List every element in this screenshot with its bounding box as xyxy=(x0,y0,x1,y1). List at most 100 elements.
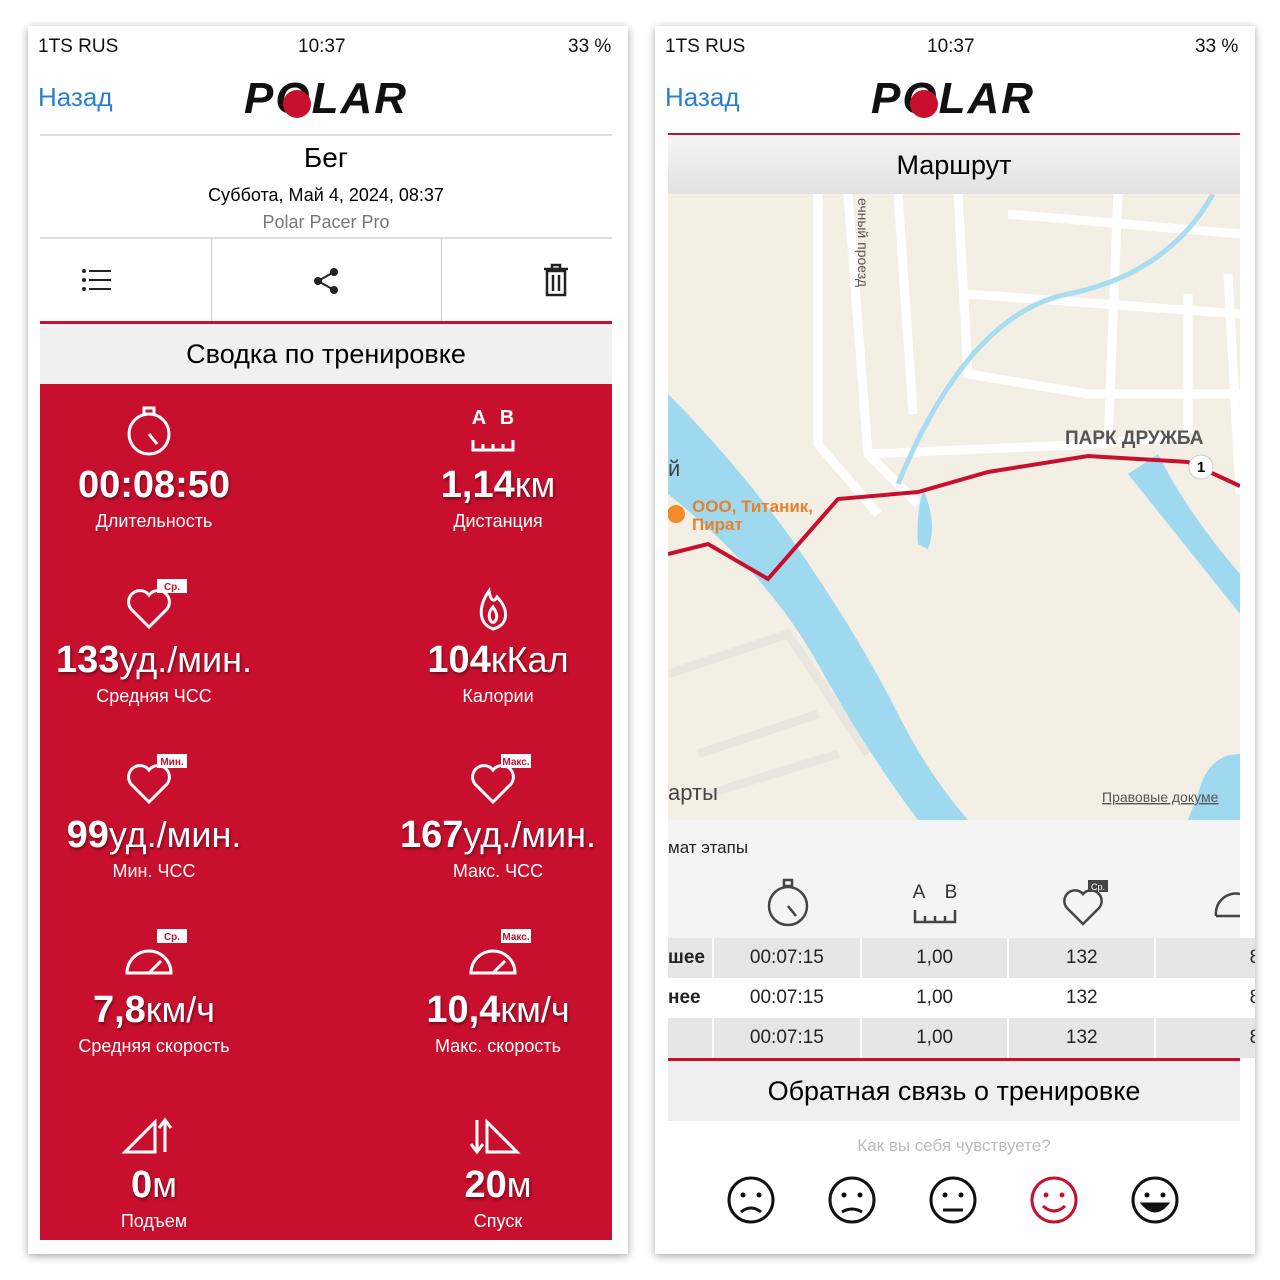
icon-part xyxy=(147,959,163,975)
face-part xyxy=(1144,1192,1150,1198)
back-button[interactable]: Назад xyxy=(665,82,740,112)
lap-cell: нее xyxy=(668,978,714,1018)
logo-dot xyxy=(910,90,938,118)
feedback-faces xyxy=(727,1176,1179,1224)
icon-part xyxy=(127,764,171,805)
stat-icon xyxy=(121,1117,173,1154)
icon-part xyxy=(469,949,517,975)
map: 1 ечный проезд ПАРК ДРУЖБА ООО, Титаник,… xyxy=(668,194,1240,820)
divider xyxy=(211,239,212,321)
face-part xyxy=(1030,1176,1078,1224)
stat-label: Калории xyxy=(462,686,534,706)
icon-part xyxy=(127,589,171,630)
stat-label: Макс. ЧСС xyxy=(452,861,544,881)
stats-panel: 00:08:50 Длительность A B 1,14км Дистанция Ср.… xyxy=(40,384,612,1240)
badge: A xyxy=(913,882,926,903)
feedback-title: Обратная связь о тренировке xyxy=(668,1061,1240,1121)
logo: POLAR xyxy=(871,74,1035,123)
stat-number: 133 xyxy=(56,639,120,681)
divider xyxy=(40,134,612,136)
stat-unit: км xyxy=(514,464,556,505)
stat: Ср. 7,8км/ч Средняя скорость xyxy=(40,927,299,1057)
list-button[interactable] xyxy=(80,266,114,296)
stat-value: 0м xyxy=(40,1164,299,1207)
section-title: Маршрут xyxy=(668,136,1240,194)
stat-unit: уд./мин. xyxy=(463,814,596,855)
logo-dot xyxy=(283,90,311,118)
stat-number: 10,4 xyxy=(426,989,501,1031)
delete-button[interactable] xyxy=(542,263,570,297)
stat-unit: кКал xyxy=(490,639,569,680)
feedback-face[interactable] xyxy=(1030,1176,1078,1224)
stat-label: Средняя ЧСС xyxy=(96,686,212,706)
stat: 0м Подъем xyxy=(40,1102,299,1232)
map-label: й xyxy=(668,456,680,481)
stat-unit: уд./мин. xyxy=(119,639,252,680)
time: 10:37 xyxy=(298,36,346,57)
stat-number: 00:08:50 xyxy=(77,464,231,506)
stat-value: 167уд./мин. xyxy=(353,814,612,857)
stat-icon: Макс. xyxy=(469,929,531,975)
stat-number: 20 xyxy=(464,1164,507,1206)
battery: 33 % xyxy=(1195,36,1239,57)
stat: 104кКал Калории xyxy=(353,577,612,707)
stat-value: 1,14км xyxy=(353,464,612,507)
stat-unit: км/ч xyxy=(500,989,570,1030)
badge-bg xyxy=(157,754,187,768)
stat-label: Дистанция xyxy=(453,511,543,531)
badge-bg xyxy=(157,579,187,593)
stat-label: Длительность xyxy=(95,511,213,531)
stat-label: Макс. скорость xyxy=(434,1036,562,1056)
stat-value: 00:08:50 xyxy=(40,464,299,507)
icon-part xyxy=(471,440,515,452)
map-legal[interactable]: Правовые докуме xyxy=(1102,789,1219,805)
lap-cell: 8,2 xyxy=(1155,1018,1255,1058)
feedback-face[interactable] xyxy=(828,1176,876,1224)
face-part xyxy=(942,1192,948,1198)
back-button[interactable]: Назад xyxy=(38,82,113,112)
laps-table: шее00:07:151,001328,2нее00:07:151,001328… xyxy=(668,938,1255,1058)
badge: A xyxy=(472,407,486,429)
stat: 00:08:50 Длительность xyxy=(40,402,299,532)
stat-icon: Мин. xyxy=(127,754,187,805)
stat-label: Подъем xyxy=(120,1211,188,1231)
stat-icon: Макс. xyxy=(471,754,531,805)
face-part xyxy=(857,1192,863,1198)
stat-number: 1,14 xyxy=(440,464,515,506)
icon-part xyxy=(142,406,156,416)
face-part xyxy=(841,1192,847,1198)
badge: B xyxy=(945,882,958,903)
map-street: ечный проезд xyxy=(855,198,871,287)
carrier: 1TS RUS xyxy=(665,36,746,57)
icon-part xyxy=(491,959,507,975)
lap-cell: 1,00 xyxy=(860,978,1010,1018)
stat-unit: м xyxy=(152,1164,177,1205)
feedback-face[interactable] xyxy=(929,1176,977,1224)
face-part xyxy=(929,1176,977,1224)
stat: A B 1,14км Дистанция xyxy=(353,402,612,532)
logo: POLAR xyxy=(244,74,408,123)
accent-line xyxy=(668,1058,1240,1061)
stat-unit: уд./мин. xyxy=(108,814,242,855)
badge: Ср. xyxy=(164,932,180,943)
badge: Макс. xyxy=(502,932,529,943)
stat-value: 99уд./мин. xyxy=(40,814,299,857)
stat-icon xyxy=(127,406,171,456)
carrier: 1TS RUS xyxy=(38,36,119,57)
stat-value: 7,8км/ч xyxy=(40,989,299,1032)
stat-icon xyxy=(469,1118,521,1155)
stat-unit: км/ч xyxy=(145,989,216,1030)
stat-value: 20м xyxy=(353,1164,612,1207)
feedback-face[interactable] xyxy=(727,1176,775,1224)
feedback-face[interactable] xyxy=(1131,1176,1179,1224)
face-part xyxy=(958,1192,964,1198)
lap-cell: 1,00 xyxy=(860,1018,1010,1058)
face-part xyxy=(828,1176,876,1224)
title: Бег xyxy=(303,142,349,173)
share-button[interactable] xyxy=(312,266,342,296)
stat-icon: Ср. xyxy=(125,929,187,975)
device: Polar Pacer Pro xyxy=(262,212,390,232)
face-part xyxy=(841,1207,863,1214)
